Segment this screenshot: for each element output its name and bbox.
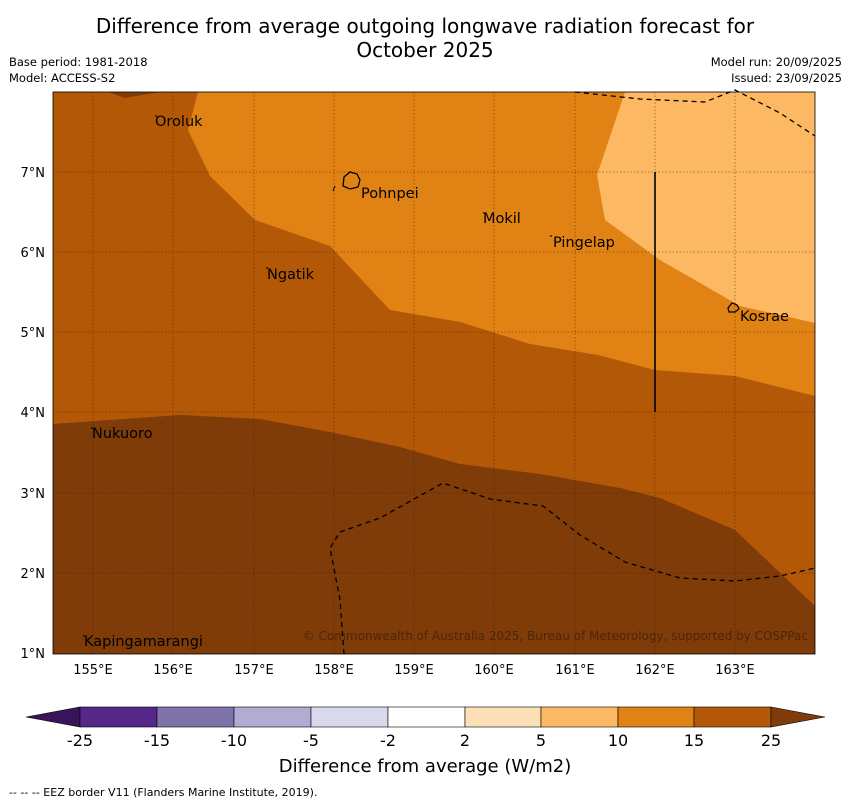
lon-axis: 155°E 156°E 157°E 158°E 159°E 160°E 161°…: [73, 663, 755, 678]
colorbar-tick: 25: [761, 731, 781, 750]
colorbar-swatch: [310, 706, 389, 728]
band-gt-25: [53, 415, 815, 654]
colorbar-swatch: [387, 706, 466, 728]
colorbar-swatch: [79, 706, 158, 728]
lon-label: 161°E: [555, 663, 595, 678]
lon-label: 156°E: [153, 663, 193, 678]
eez-border-north: [574, 89, 816, 137]
colorbar-tick: -5: [303, 731, 319, 750]
copyright-text: © Commonwealth of Australia 2025, Bureau…: [303, 629, 808, 643]
meta-right: Model run: 20/09/2025 Issued: 23/09/2025: [711, 54, 842, 86]
place-pohnpei: Pohnpei: [361, 186, 419, 202]
colorbar-title: Difference from average (W/m2): [279, 756, 571, 777]
colorbar-swatch: [693, 706, 772, 728]
colorbar-tick: -2: [380, 731, 396, 750]
colorbar-ticks: -25 -15 -10 -5 -2 2 5 10 15 25: [67, 731, 781, 750]
lat-label: 4°N: [21, 406, 46, 421]
lon-label: 159°E: [394, 663, 434, 678]
pohnpei-island-shape: [342, 171, 361, 190]
place-mokil: Mokil: [483, 211, 521, 227]
kosrae-island-shape: [727, 302, 740, 313]
graticule: [53, 92, 815, 654]
map-title: Difference from average outgoing longwav…: [0, 14, 850, 62]
colorbar-swatch: [233, 706, 312, 728]
lon-label: 158°E: [314, 663, 354, 678]
meta-left: Base period: 1981-2018 Model: ACCESS-S2: [9, 54, 148, 86]
base-period-text: Base period: 1981-2018: [9, 55, 148, 69]
lon-label: 162°E: [635, 663, 675, 678]
ngatik-marker: [266, 267, 268, 269]
lat-label: 2°N: [21, 567, 46, 582]
pingelap-marker: [550, 235, 552, 237]
colorbar-tick: 15: [684, 731, 704, 750]
nukuoro-marker: [91, 427, 93, 429]
mokil-marker: [483, 212, 485, 214]
place-ngatik: Ngatik: [267, 267, 315, 283]
issued-text: Issued: 23/09/2025: [731, 71, 842, 85]
place-pingelap: Pingelap: [553, 235, 615, 251]
eez-borders: [329, 89, 816, 655]
lon-label: 155°E: [73, 663, 113, 678]
colorbar: -25 -15 -10 -5 -2 2 5 10 15 25 Differenc…: [25, 706, 826, 777]
eez-legend-note: -- -- -- EEZ border V11 (Flanders Marine…: [9, 786, 318, 799]
lon-label: 157°E: [234, 663, 274, 678]
place-kosrae: Kosrae: [740, 309, 789, 325]
lat-label: 6°N: [21, 246, 46, 261]
colorbar-tick: -10: [221, 731, 247, 750]
place-oroluk: Oroluk: [155, 114, 203, 130]
colorbar-swatch: [156, 706, 235, 728]
oroluk-marker: [155, 115, 157, 117]
lon-label: 163°E: [715, 663, 755, 678]
model-text: Model: ACCESS-S2: [9, 71, 116, 85]
lat-label: 3°N: [21, 487, 46, 502]
colorbar-swatch: [617, 706, 695, 728]
colorbar-swatch: [540, 706, 619, 728]
lat-label: 5°N: [21, 326, 46, 341]
colorbar-arrow-high: [770, 706, 826, 728]
colorbar-tick: -25: [67, 731, 93, 750]
band-gt-25-patch: [108, 92, 160, 98]
colorbar-arrow-low: [25, 706, 81, 728]
place-nukuoro: Nukuoro: [92, 426, 153, 442]
colorbar-swatch: [464, 706, 542, 728]
lat-label: 7°N: [21, 166, 46, 181]
model-run-text: Model run: 20/09/2025: [710, 55, 842, 69]
colorbar-tick: 5: [536, 731, 546, 750]
lon-label: 160°E: [474, 663, 514, 678]
pohnpei-islet: [332, 185, 336, 192]
colorbar-tick: 10: [608, 731, 628, 750]
band-5-10: [597, 92, 815, 323]
place-kapingamarangi: Kapingamarangi: [84, 634, 203, 650]
colorbar-tick: -15: [144, 731, 170, 750]
map-frame: [52, 91, 816, 655]
title-line-2: October 2025: [356, 38, 494, 62]
eez-border-south: [329, 482, 816, 655]
colorbar-tick: 2: [460, 731, 470, 750]
map-panel: [53, 92, 815, 654]
title-line-1: Difference from average outgoing longwav…: [95, 14, 755, 38]
lat-axis: 7°N 6°N 5°N 4°N 3°N 2°N 1°N: [21, 166, 46, 662]
kapingamarangi-marker: [83, 635, 85, 637]
lat-label: 1°N: [21, 647, 46, 662]
